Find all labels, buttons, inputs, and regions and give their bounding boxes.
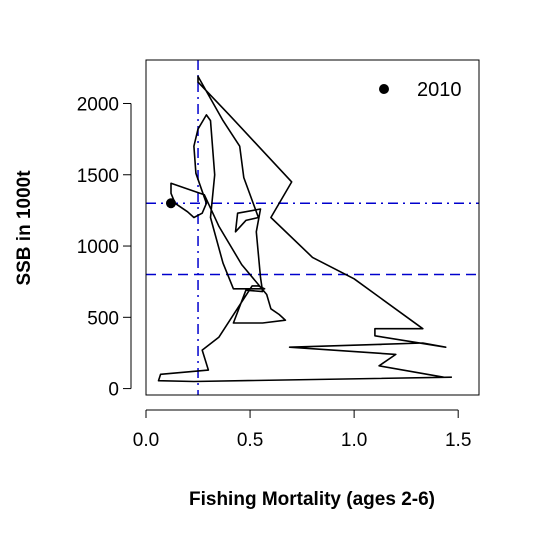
y-tick-label: 2000	[77, 94, 119, 115]
y-tick-label: 1000	[77, 237, 119, 258]
series-layer	[157, 75, 452, 383]
highlight-layer	[165, 198, 176, 209]
x-axis-title: Fishing Mortality (ages 2-6)	[189, 489, 435, 510]
y-axis: 0 500 1000 1500 2000	[77, 94, 132, 401]
highlight-point-2010	[165, 198, 176, 209]
x-tick-label: 0.5	[237, 430, 263, 451]
legend-marker-2010	[379, 84, 389, 94]
x-tick-label: 1.5	[445, 430, 471, 451]
y-tick-label: 500	[87, 308, 119, 329]
plot-frame	[145, 59, 480, 396]
x-tick-label: 1.0	[341, 430, 367, 451]
y-tick-label: 0	[108, 380, 119, 401]
series-line	[157, 75, 452, 383]
y-tick-label: 1500	[77, 166, 119, 187]
legend: 2010	[379, 79, 462, 101]
y-axis-title: SSB in 1000t	[14, 170, 35, 286]
reference-lines	[146, 60, 479, 395]
x-axis: 0.0 0.5 1.0 1.5	[133, 409, 471, 451]
legend-label-2010: 2010	[417, 79, 462, 101]
x-tick-label: 0.0	[133, 430, 159, 451]
